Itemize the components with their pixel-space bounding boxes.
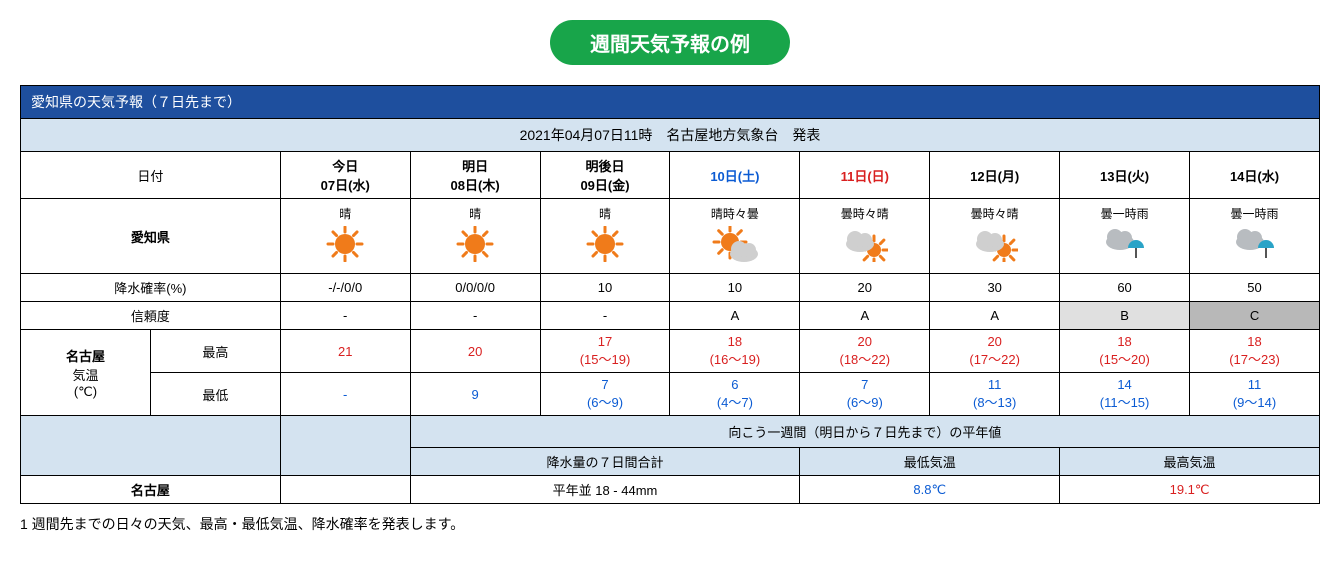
date-header: 日付 [21, 152, 281, 199]
pop-6: 60 [1060, 274, 1190, 302]
low-6: 14(11～15) [1060, 373, 1190, 416]
weather-3: 晴時々曇 [670, 199, 800, 274]
weather-icon [842, 226, 888, 262]
high-3: 18(16～19) [670, 330, 800, 373]
low-7: 11(9～14) [1190, 373, 1320, 416]
pop-5: 30 [930, 274, 1060, 302]
low-3: 6(4～7) [670, 373, 800, 416]
conf-6: B [1060, 302, 1190, 330]
pop-label: 降水確率(%) [21, 274, 281, 302]
conf-7: C [1190, 302, 1320, 330]
date-col-5: 12日(月) [930, 152, 1060, 199]
date-col-2: 明後日09日(金) [540, 152, 670, 199]
norm-low-label: 最低気温 [800, 448, 1060, 476]
pop-0: -/-/0/0 [280, 274, 410, 302]
weather-5: 曇時々晴 [930, 199, 1060, 274]
conf-2: - [540, 302, 670, 330]
conf-label: 信頼度 [21, 302, 281, 330]
weather-4: 曇時々晴 [800, 199, 930, 274]
low-label: 最低 [150, 373, 280, 416]
norm-city: 名古屋 [21, 476, 281, 504]
date-col-4: 11日(日) [800, 152, 930, 199]
high-7: 18(17～23) [1190, 330, 1320, 373]
region-header: 愛知県の天気予報（７日先まで） [21, 86, 1320, 119]
date-col-1: 明日08日(木) [410, 152, 540, 199]
pop-3: 10 [670, 274, 800, 302]
low-1: 9 [410, 373, 540, 416]
conf-1: - [410, 302, 540, 330]
weather-2: 晴 [540, 199, 670, 274]
weather-0: 晴 [280, 199, 410, 274]
pop-2: 10 [540, 274, 670, 302]
high-1: 20 [410, 330, 540, 373]
low-4: 7(6～9) [800, 373, 930, 416]
norm-today-blank [280, 476, 410, 504]
norm-rain7: 平年並 18 - 44mm [410, 476, 800, 504]
norm-high: 19.1℃ [1060, 476, 1320, 504]
low-0: - [280, 373, 410, 416]
high-6: 18(15～20) [1060, 330, 1190, 373]
norm-spacer-left [21, 416, 281, 476]
pop-1: 0/0/0/0 [410, 274, 540, 302]
high-0: 21 [280, 330, 410, 373]
weather-icon [1232, 226, 1278, 262]
weather-7: 曇一時雨 [1190, 199, 1320, 274]
weather-icon [452, 226, 498, 262]
low-2: 7(6～9) [540, 373, 670, 416]
date-col-3: 10日(土) [670, 152, 800, 199]
weather-icon [1102, 226, 1148, 262]
conf-4: A [800, 302, 930, 330]
norm-spacer-today [280, 416, 410, 476]
high-4: 20(18～22) [800, 330, 930, 373]
footnote: 1 週間先までの日々の天気、最高・最低気温、降水確率を発表します。 [20, 514, 1320, 534]
weather-6: 曇一時雨 [1060, 199, 1190, 274]
issued-line: 2021年04月07日11時 名古屋地方気象台 発表 [21, 119, 1320, 152]
norm-high-label: 最高気温 [1060, 448, 1320, 476]
conf-3: A [670, 302, 800, 330]
date-col-6: 13日(火) [1060, 152, 1190, 199]
rain7-label: 降水量の７日間合計 [410, 448, 800, 476]
weather-icon [322, 226, 368, 262]
high-5: 20(17～22) [930, 330, 1060, 373]
forecast-table: 愛知県の天気予報（７日先まで） 2021年04月07日11時 名古屋地方気象台 … [20, 85, 1320, 504]
conf-5: A [930, 302, 1060, 330]
date-col-0: 今日07日(水) [280, 152, 410, 199]
conf-0: - [280, 302, 410, 330]
weather-icon [582, 226, 628, 262]
page-title: 週間天気予報の例 [550, 20, 790, 65]
high-2: 17(15～19) [540, 330, 670, 373]
weather-icon [712, 226, 758, 262]
pop-4: 20 [800, 274, 930, 302]
weather-1: 晴 [410, 199, 540, 274]
region-label: 愛知県 [21, 199, 281, 274]
norm-low: 8.8℃ [800, 476, 1060, 504]
pop-7: 50 [1190, 274, 1320, 302]
normals-title: 向こう一週間（明日から７日先まで）の平年値 [410, 416, 1319, 448]
weather-icon [972, 226, 1018, 262]
high-label: 最高 [150, 330, 280, 373]
city-temp-label: 名古屋気温(℃) [21, 330, 151, 416]
date-col-7: 14日(水) [1190, 152, 1320, 199]
low-5: 11(8～13) [930, 373, 1060, 416]
